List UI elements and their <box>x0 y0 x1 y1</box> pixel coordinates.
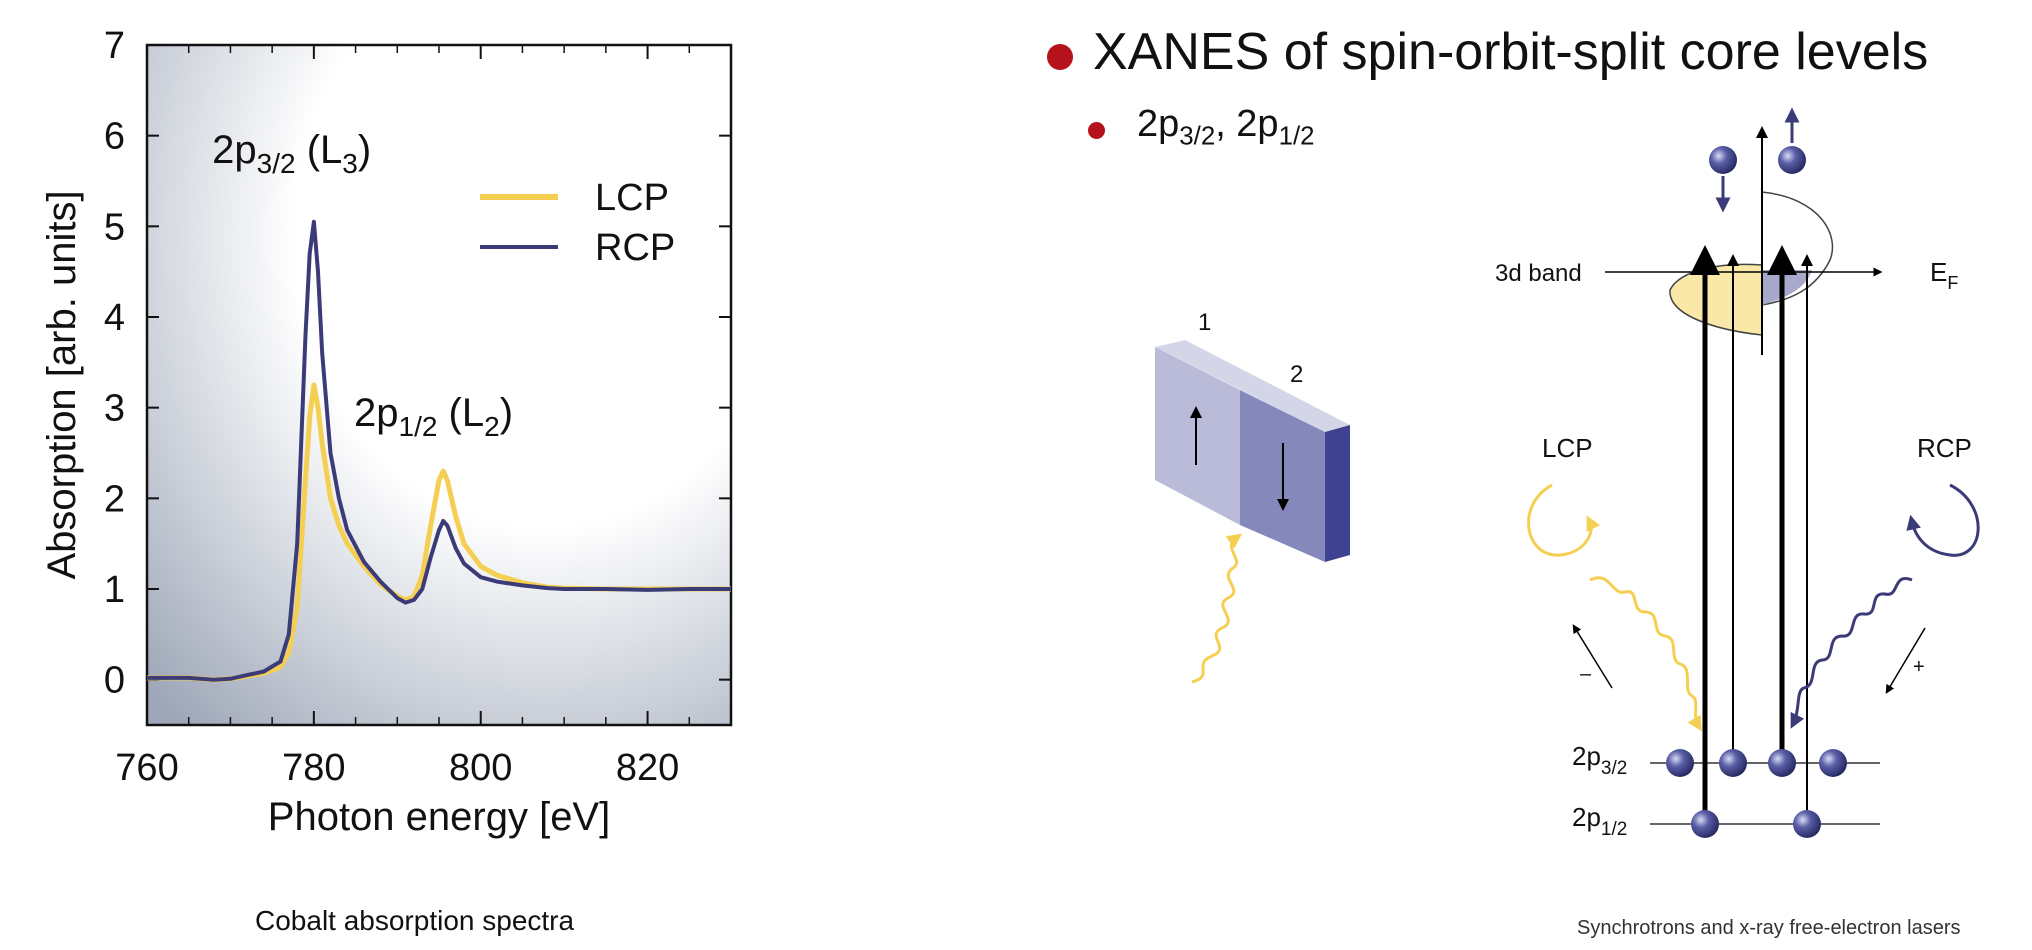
x-tick-label: 820 <box>616 747 679 789</box>
y-tick-label: 3 <box>104 388 125 430</box>
annotation-part: (L <box>296 128 343 172</box>
domain-label-2: 2 <box>1290 361 1303 388</box>
x-axis: 760 780 800 820 <box>115 45 691 789</box>
y-tick-label: 7 <box>104 25 125 67</box>
y-tick-label: 1 <box>104 569 125 611</box>
slide-heading: XANES of spin-orbit-split core levels <box>1093 23 1929 81</box>
lcp-momentum-arrow <box>1572 624 1613 689</box>
sub-part-4: 1/2 <box>1278 122 1315 151</box>
majority-dos-lobe <box>1669 263 1763 336</box>
caption-left: Cobalt absorption spectra <box>255 905 575 936</box>
sub-part-2: 3/2 <box>1179 122 1216 151</box>
domain-label-1: 1 <box>1198 309 1211 336</box>
level-2p32-label: 2p3/2 <box>1572 741 1627 779</box>
annotation-part: 2 <box>484 411 500 442</box>
series-line-rcp <box>147 219 731 682</box>
minus-sign: – <box>1580 663 1592 685</box>
lcp-rotation-arrow <box>1527 483 1601 557</box>
rcp-momentum-arrow <box>1885 627 1926 694</box>
y-tick-label: 6 <box>104 116 125 158</box>
x-tick-label: 760 <box>115 747 178 789</box>
annotation-part: (L <box>437 391 484 435</box>
x-tick-label: 800 <box>449 747 512 789</box>
peak-annotation: 2p1/2 (L2) <box>354 391 513 442</box>
y-tick-label: 4 <box>104 297 125 339</box>
band-label: 3d band <box>1495 260 1582 287</box>
annotations: 2p3/2 (L3)2p1/2 (L2) <box>212 128 513 442</box>
rcp-rotation-arrow <box>1906 483 1980 557</box>
y-axis: 0 1 2 3 4 5 6 7 <box>104 25 731 702</box>
annotation-part: 2p <box>354 391 399 435</box>
y-axis-label: Absorption [arb. units] <box>40 190 84 579</box>
core-electron <box>1819 749 1847 777</box>
y-tick-label: 5 <box>104 206 125 248</box>
annotation-part: 3/2 <box>257 148 296 179</box>
annotation-part: 1/2 <box>399 411 438 442</box>
lcp-label: LCP <box>1542 433 1593 463</box>
core-electron <box>1768 749 1796 777</box>
core-electron <box>1793 810 1821 838</box>
rcp-label: RCP <box>1917 433 1972 463</box>
annotation-part: ) <box>358 128 371 172</box>
y-tick-label: 0 <box>104 660 125 702</box>
annotation-part: 2p <box>212 128 257 172</box>
subheading-bullet <box>1088 122 1105 139</box>
heading-bullet <box>1047 44 1073 70</box>
fermi-label: EF <box>1930 257 1958 293</box>
incident-photon-wave <box>1191 533 1243 684</box>
plot-area <box>145 43 733 727</box>
legend: LCP RCP <box>480 177 675 269</box>
series-group <box>147 219 731 683</box>
magnetic-domain-block: 1 2 <box>1155 309 1350 684</box>
spin-up-electron <box>1778 146 1806 174</box>
annotation-part: 3 <box>342 148 358 179</box>
plus-sign: + <box>1913 656 1925 678</box>
x-tick-label: 780 <box>282 747 345 789</box>
core-electron <box>1719 749 1747 777</box>
y-tick-label: 2 <box>104 478 125 520</box>
slide-subheading: 2p3/2, 2p1/2 <box>1137 103 1314 152</box>
legend-label-lcp: LCP <box>595 177 669 219</box>
spin-down-electron <box>1709 146 1737 174</box>
sub-part-3: , 2p <box>1215 103 1279 145</box>
legend-label-rcp: RCP <box>595 227 675 269</box>
core-electron <box>1691 810 1719 838</box>
lcp-photon-wave <box>1589 576 1702 732</box>
minority-occupied-region <box>1762 270 1812 305</box>
x-axis-label: Photon energy [eV] <box>268 795 610 839</box>
level-2p12-label: 2p1/2 <box>1572 802 1627 840</box>
annotation-part: ) <box>500 391 513 435</box>
rcp-photon-wave <box>1790 577 1913 729</box>
peak-annotation: 2p3/2 (L3) <box>212 128 371 179</box>
sub-part-1: 2p <box>1137 103 1180 145</box>
caption-right: Synchrotrons and x-ray free-electron las… <box>1577 917 1961 939</box>
core-electron <box>1666 749 1694 777</box>
